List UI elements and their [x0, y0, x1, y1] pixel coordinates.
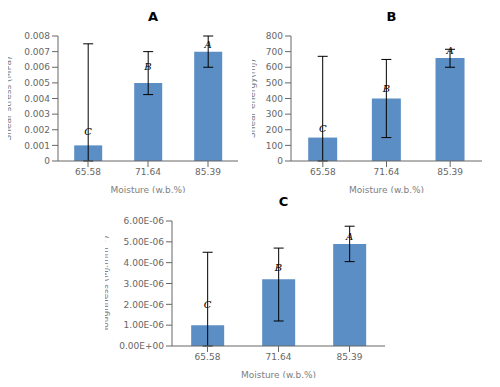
svg-text:Shear stress (MPa): Shear stress (MPa): [8, 57, 13, 141]
svg-text:200: 200: [266, 125, 283, 135]
svg-text:600: 600: [266, 62, 283, 72]
svg-text:100: 100: [266, 141, 283, 151]
svg-text:A: A: [345, 231, 353, 242]
svg-text:C: C: [204, 299, 212, 310]
svg-text:0.008: 0.008: [24, 31, 50, 41]
svg-text:4.00E-06: 4.00E-06: [124, 258, 165, 268]
svg-text:71.64: 71.64: [266, 352, 292, 362]
svg-text:0.006: 0.006: [24, 62, 50, 72]
svg-text:A: A: [203, 39, 211, 50]
svg-text:700: 700: [266, 47, 283, 57]
svg-text:3.00E-06: 3.00E-06: [124, 279, 165, 289]
svg-text:0: 0: [44, 156, 50, 166]
html-text:C: C: [278, 194, 289, 209]
svg-text:71.64: 71.64: [135, 167, 161, 177]
svg-text:2.00E-06: 2.00E-06: [124, 300, 165, 310]
svg-text:Moisture (w.b.%): Moisture (w.b.%): [110, 185, 185, 193]
svg-text:65.58: 65.58: [310, 167, 336, 177]
svg-text:0.004: 0.004: [24, 94, 50, 104]
svg-text:A: A: [446, 45, 454, 56]
svg-text:Shear energy(mJ): Shear energy(mJ): [252, 59, 257, 138]
svg-text:B: B: [143, 61, 151, 72]
svg-text:400: 400: [266, 94, 283, 104]
svg-text:0: 0: [277, 156, 283, 166]
svg-text:500: 500: [266, 78, 283, 88]
svg-text:71.64: 71.64: [374, 167, 400, 177]
svg-text:B: B: [274, 262, 282, 273]
svg-text:0.00E+00: 0.00E+00: [119, 341, 164, 351]
svg-text:0.003: 0.003: [24, 109, 50, 119]
html-text:B: B: [386, 9, 397, 24]
svg-text:C: C: [319, 123, 327, 134]
svg-text:1.00E-06: 1.00E-06: [124, 320, 165, 330]
svg-text:C: C: [84, 126, 92, 137]
svg-text:0.007: 0.007: [24, 47, 50, 57]
svg-text:800: 800: [266, 31, 283, 41]
svg-text:0.002: 0.002: [24, 125, 50, 135]
svg-text:Moisture (w.b.%): Moisture (w.b.%): [241, 370, 316, 378]
svg-text:85.39: 85.39: [337, 352, 363, 362]
svg-text:Toughness (MJ.mm⁻³): Toughness (MJ.mm⁻³): [105, 235, 110, 332]
svg-text:85.39: 85.39: [437, 167, 463, 177]
html-text:A: A: [148, 9, 158, 24]
svg-text:B: B: [382, 83, 390, 94]
svg-text:0.005: 0.005: [24, 78, 50, 88]
svg-text:85.39: 85.39: [195, 167, 221, 177]
svg-text:65.58: 65.58: [195, 352, 221, 362]
svg-text:300: 300: [266, 109, 283, 119]
svg-text:65.58: 65.58: [75, 167, 101, 177]
svg-text:5.00E-06: 5.00E-06: [124, 237, 165, 247]
svg-text:Moisture (w.b.%): Moisture (w.b.%): [349, 185, 424, 193]
svg-text:0.001: 0.001: [24, 141, 50, 151]
svg-text:6.00E-06: 6.00E-06: [124, 216, 165, 226]
